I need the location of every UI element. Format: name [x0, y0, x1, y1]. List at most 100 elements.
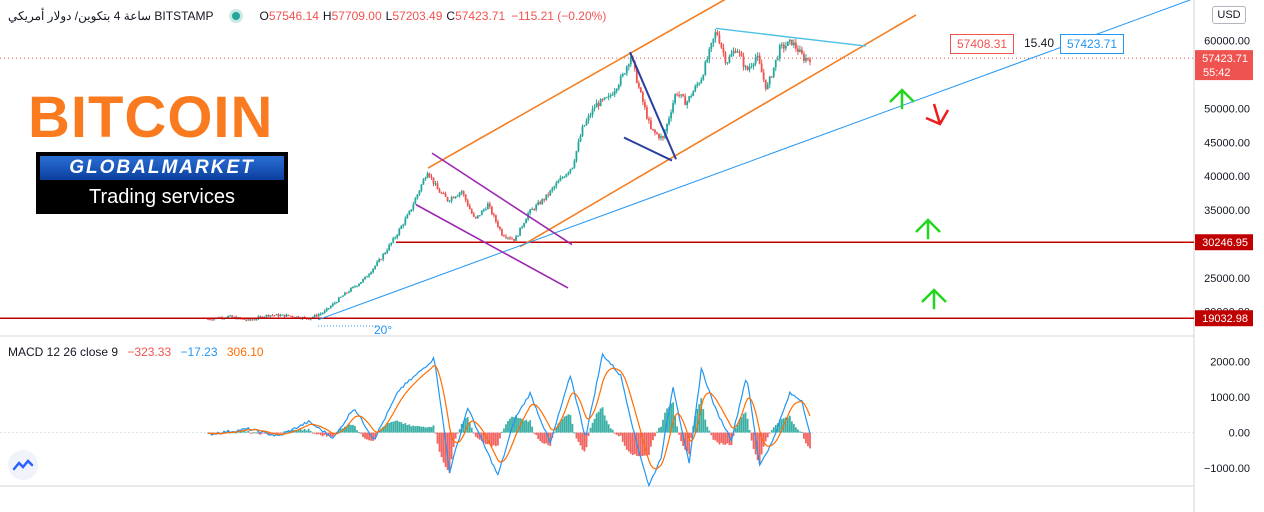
symbol-header: ساعة 4 بتكوين/ دولار أمريكي BITSTAMP O 57… — [8, 9, 607, 23]
macd-histogram-bar — [764, 432, 767, 442]
candle-body — [706, 59, 709, 62]
bid-price-tag[interactable]: 57408.31 — [950, 34, 1015, 54]
macd-histogram-bar — [569, 415, 572, 433]
macd-histogram-bar — [497, 432, 499, 446]
candle-body — [756, 55, 759, 58]
macd-histogram-bar — [641, 432, 644, 456]
macd-histogram-bar — [756, 432, 759, 461]
macd-histogram-bar — [722, 432, 725, 445]
macd-histogram-bar — [309, 430, 312, 433]
candle-body — [474, 216, 477, 219]
candle-body — [273, 315, 276, 317]
macd-histogram-bar — [354, 426, 356, 433]
price-tick-label: 35000.00 — [1204, 205, 1250, 217]
macd-histogram-bar — [623, 432, 626, 446]
macd-histogram-bar — [607, 424, 610, 433]
candle-body — [261, 316, 264, 318]
macd-histogram-bar — [235, 432, 238, 434]
macd-line-value: −17.23 — [180, 345, 218, 359]
macd-histogram-bar — [478, 432, 481, 440]
candle-body — [776, 58, 779, 60]
macd-histogram-bar — [382, 426, 385, 433]
macd-histogram-bar — [323, 432, 326, 435]
macd-histogram-bar — [358, 432, 360, 434]
candle-body — [720, 43, 723, 48]
macd-histogram-bar — [329, 432, 332, 438]
candle-body — [368, 274, 370, 277]
macd-histogram-bar — [621, 432, 624, 442]
candle-body — [446, 196, 449, 202]
macd-legend[interactable]: MACD 12 26 close 9 −323.33 −17.23 306.10 — [8, 345, 270, 359]
candle-body — [499, 226, 501, 230]
top-resistance-line — [715, 27, 867, 47]
macd-histogram-bar — [396, 420, 399, 433]
macd-histogram-bar — [668, 407, 670, 433]
macd-histogram-bar — [269, 432, 272, 435]
candle-body — [635, 68, 638, 83]
macd-histogram-bar — [597, 411, 600, 433]
macd-histogram-bar — [434, 432, 437, 434]
candle-body — [297, 316, 300, 319]
candle-body — [430, 176, 433, 178]
candle-body — [714, 32, 717, 39]
macd-histogram-bar — [476, 432, 479, 439]
candle-body — [676, 94, 679, 96]
macd-histogram-bar — [263, 432, 266, 434]
candle-body — [533, 209, 536, 211]
macd-signal-value: 306.10 — [226, 345, 264, 359]
macd-histogram-bar — [738, 419, 741, 433]
candle-body — [229, 315, 232, 317]
candle-body — [786, 41, 789, 46]
candle-body — [426, 173, 429, 179]
red-down-arrow — [925, 103, 950, 126]
candle-body — [692, 91, 695, 97]
candle-body — [364, 276, 366, 280]
ask-price-tag[interactable]: 57423.71 — [1060, 34, 1125, 54]
candle-body — [603, 97, 606, 100]
candle-body — [654, 130, 656, 133]
candle-body — [243, 318, 246, 320]
candle-body — [269, 315, 272, 317]
macd-histogram-bar — [567, 414, 570, 433]
candle-body — [591, 108, 594, 116]
macd-histogram-bar — [537, 432, 540, 440]
candle-body — [792, 42, 795, 46]
macd-histogram-bar — [760, 432, 763, 455]
macd-histogram-bar — [611, 429, 614, 433]
symbol-name[interactable]: ساعة 4 بتكوين/ دولار أمريكي BITSTAMP — [8, 9, 214, 23]
candle-body — [535, 204, 538, 210]
macd-histogram-bar — [780, 418, 783, 433]
macd-histogram-bar — [762, 432, 765, 447]
candle-body — [507, 237, 509, 239]
candle-body — [621, 74, 624, 77]
candle-body — [752, 63, 755, 67]
candle-body — [625, 66, 628, 74]
macd-histogram-bar — [629, 432, 632, 454]
candle-body — [639, 87, 642, 93]
candle-body — [476, 215, 479, 219]
macd-histogram-bar — [633, 432, 636, 455]
candle-body — [390, 242, 393, 245]
candle-body — [778, 45, 781, 59]
macd-histogram-bar — [241, 430, 244, 433]
candle-body — [672, 103, 674, 113]
candle-body — [607, 95, 610, 98]
macd-histogram-bar — [374, 432, 377, 440]
macd-histogram-bar — [704, 419, 707, 433]
candle-body — [740, 52, 743, 57]
candle-body — [267, 314, 270, 317]
candle-body — [291, 316, 294, 318]
macd-histogram-bar — [348, 424, 350, 433]
macd-histogram-bar — [482, 432, 485, 444]
macd-histogram-bar — [615, 432, 618, 435]
macd-histogram-bar — [267, 432, 270, 435]
candle-body — [386, 250, 389, 253]
currency-button[interactable]: USD — [1212, 6, 1246, 24]
macd-histogram-bar — [670, 403, 672, 433]
tradingview-logo[interactable] — [8, 450, 38, 480]
candle-body — [641, 92, 644, 103]
candle-body — [770, 76, 773, 78]
macd-histogram-bar — [794, 427, 797, 433]
macd-histogram-bar — [799, 431, 801, 433]
